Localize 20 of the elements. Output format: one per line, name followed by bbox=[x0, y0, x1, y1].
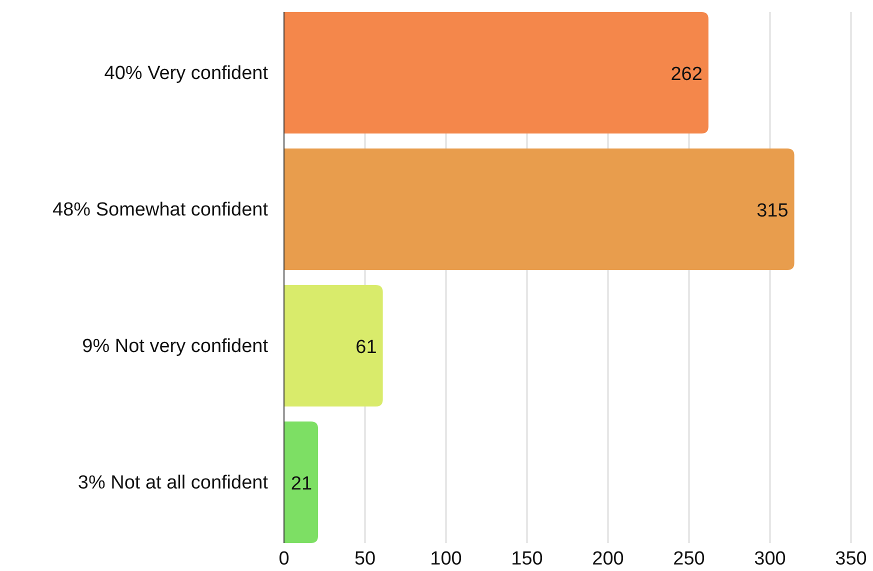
bar bbox=[284, 148, 794, 270]
x-tick-label: 250 bbox=[673, 548, 705, 570]
bar bbox=[284, 422, 318, 543]
data-label: 315 bbox=[756, 200, 788, 222]
data-label: 21 bbox=[290, 473, 312, 494]
y-tick-label: 48% Somewhat confident bbox=[52, 199, 269, 220]
y-tick-label: 40% Very confident bbox=[104, 62, 269, 84]
data-label: 262 bbox=[670, 64, 702, 85]
bar bbox=[284, 12, 708, 134]
y-tick-label: 9% Not very confident bbox=[82, 336, 269, 357]
x-tick-label: 300 bbox=[754, 548, 786, 570]
x-tick-label: 100 bbox=[430, 548, 462, 570]
data-label: 61 bbox=[356, 336, 377, 358]
x-tick-label: 200 bbox=[592, 548, 624, 570]
x-tick-label: 350 bbox=[835, 548, 867, 570]
y-tick-label: 3% Not at all confident bbox=[78, 472, 269, 494]
bar bbox=[284, 285, 383, 406]
x-tick-label: 50 bbox=[354, 548, 376, 570]
x-tick-label: 0 bbox=[278, 548, 290, 570]
x-tick-label: 150 bbox=[511, 548, 543, 570]
